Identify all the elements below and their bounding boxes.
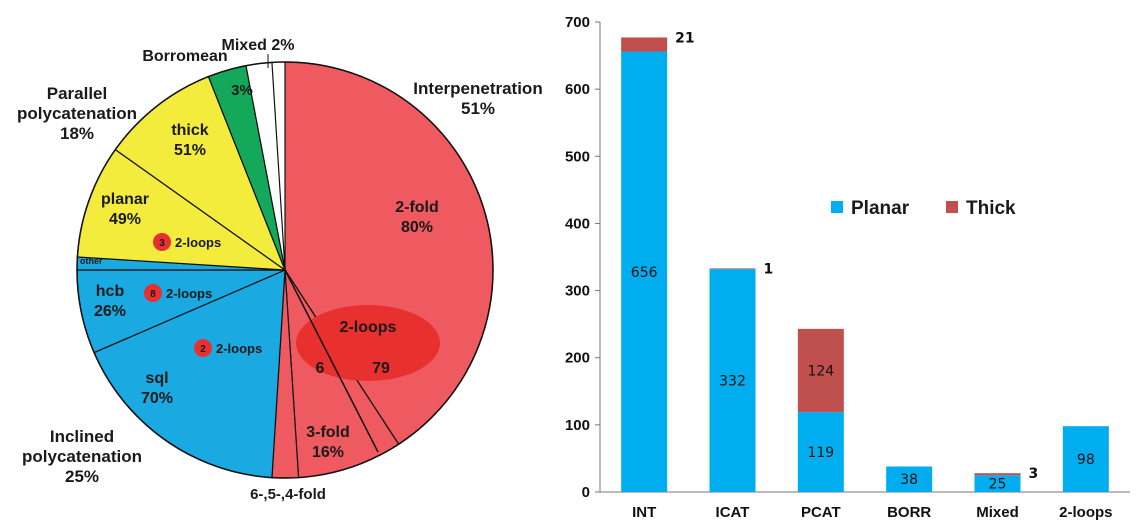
parallel-percent: 18% bbox=[60, 124, 94, 143]
bar-planar bbox=[709, 269, 756, 492]
twofold-percent: 80% bbox=[401, 219, 433, 236]
hcb-label: hcb bbox=[96, 283, 125, 300]
loops-region-right-value: 79 bbox=[372, 360, 390, 377]
badge-planar-text: 2-loops bbox=[175, 235, 221, 250]
parallel-label-line2: polycatenation bbox=[17, 104, 137, 123]
thick-data-label: 1 bbox=[764, 261, 774, 277]
loops-region-left-value: 6 bbox=[316, 360, 325, 377]
badge-hcb-count: 8 bbox=[150, 289, 156, 300]
badge-sql-loops: 2 2-loops bbox=[194, 339, 262, 357]
inclined-percent: 25% bbox=[65, 467, 99, 486]
y-tick-label: 100 bbox=[565, 417, 590, 434]
y-tick-label: 400 bbox=[565, 215, 590, 232]
planar-data-label: 25 bbox=[989, 477, 1007, 493]
bar-marks: 656 21 INT 332 1 ICAT 119 124 PCAT 38 BORR 25 3 Mixed… bbox=[621, 30, 1113, 521]
y-tick-label: 700 bbox=[565, 14, 590, 31]
twofold-label: 2-fold bbox=[395, 199, 439, 216]
higher-fold-label: 6-,5-,4-fold bbox=[250, 486, 326, 503]
bar-chart: 0 100 200 300 400 500 600 700 656 21 INT 332 1 ICAT 1… bbox=[565, 14, 1130, 521]
loops-region-title: 2-loops bbox=[340, 319, 397, 336]
loops-divider-line bbox=[284, 269, 379, 453]
planar-data-label: 98 bbox=[1077, 452, 1095, 468]
y-tick-label: 0 bbox=[582, 484, 590, 501]
borromean-label: Borromean bbox=[142, 48, 227, 65]
other-label: other bbox=[80, 256, 103, 266]
thick-data-label: 21 bbox=[675, 30, 694, 46]
badge-planar-loops: 3 2-loops bbox=[153, 233, 221, 251]
bar-planar bbox=[797, 412, 844, 492]
inclined-label-line1: Inclined bbox=[50, 427, 114, 446]
legend: Planar Thick bbox=[831, 198, 1016, 219]
thick-label: thick bbox=[171, 122, 208, 139]
x-tick-label: INT bbox=[632, 504, 656, 521]
borromean-percent: 3% bbox=[231, 82, 253, 99]
legend-planar-swatch bbox=[831, 201, 843, 213]
sql-percent: 70% bbox=[141, 390, 173, 407]
y-tick-label: 500 bbox=[565, 148, 590, 165]
interpenetration-percent: 51% bbox=[461, 99, 495, 118]
planar-data-label: 332 bbox=[719, 374, 746, 390]
x-tick-label: PCAT bbox=[801, 504, 841, 521]
bar-thick bbox=[709, 268, 756, 270]
interpenetration-label: Interpenetration bbox=[413, 79, 542, 98]
x-tick-label: ICAT bbox=[716, 504, 750, 521]
bar-axes: 0 100 200 300 400 500 600 700 bbox=[565, 14, 1130, 501]
legend-thick-swatch bbox=[946, 201, 958, 213]
bar-planar bbox=[886, 466, 933, 492]
thick-data-label: 124 bbox=[807, 363, 834, 379]
planar-data-label: 38 bbox=[900, 472, 918, 488]
y-tick-label: 300 bbox=[565, 283, 590, 300]
planar-data-label: 656 bbox=[631, 265, 658, 281]
badge-sql-count: 2 bbox=[200, 344, 206, 355]
hcb-percent: 26% bbox=[94, 303, 126, 320]
thick-data-label: 3 bbox=[1029, 466, 1039, 482]
badge-planar-count: 3 bbox=[159, 238, 165, 249]
inclined-label-line2: polycatenation bbox=[22, 447, 142, 466]
bar-thick bbox=[974, 473, 1021, 476]
threefold-label: 3-fold bbox=[306, 424, 350, 441]
bar-planar bbox=[974, 475, 1021, 492]
x-tick-label: Mixed bbox=[976, 504, 1019, 521]
legend-planar-label: Planar bbox=[851, 198, 910, 219]
planar-percent: 49% bbox=[109, 211, 141, 228]
pie-chart: 2-loops 6 79 2-fold 80% 3-fold 16% 6-,5-… bbox=[17, 37, 543, 503]
badge-hcb-loops: 8 2-loops bbox=[144, 284, 212, 302]
badge-sql-text: 2-loops bbox=[216, 341, 262, 356]
sql-label: sql bbox=[145, 370, 168, 387]
x-tick-label: BORR bbox=[887, 504, 931, 521]
bar-thick bbox=[797, 328, 844, 413]
mixed-label: Mixed 2% bbox=[222, 37, 295, 54]
pie-outline bbox=[76, 61, 494, 479]
legend-thick-label: Thick bbox=[966, 198, 1016, 219]
threefold-percent: 16% bbox=[312, 444, 344, 461]
thick-percent: 51% bbox=[174, 142, 206, 159]
parallel-label-line1: Parallel bbox=[47, 84, 108, 103]
y-tick-label: 200 bbox=[565, 350, 590, 367]
planar-data-label: 119 bbox=[807, 445, 834, 461]
x-tick-label: 2-loops bbox=[1059, 504, 1112, 521]
badge-hcb-text: 2-loops bbox=[166, 286, 212, 301]
bar-thick bbox=[621, 37, 668, 52]
bar-planar bbox=[621, 51, 668, 493]
y-tick-label: 600 bbox=[565, 81, 590, 98]
planar-label: planar bbox=[101, 191, 149, 208]
bar-planar bbox=[1062, 426, 1109, 492]
